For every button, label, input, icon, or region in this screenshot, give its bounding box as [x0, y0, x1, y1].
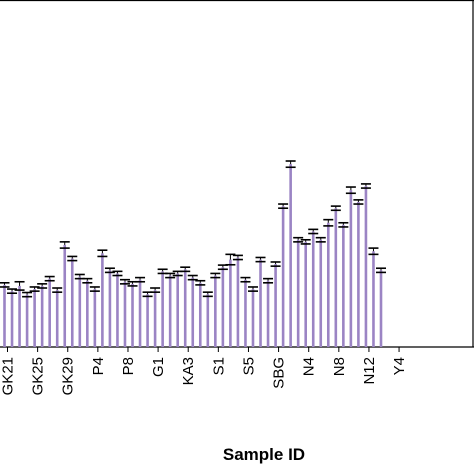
bar [236, 257, 240, 347]
bar [176, 273, 179, 347]
bar [266, 280, 270, 347]
bar [214, 275, 217, 347]
bar [289, 164, 292, 347]
bar [108, 270, 112, 347]
x-tick-labels: GK21 GK25 GK29 P4 P8 G1 KA3 S1 S5 SBG N4 N8 N12 Y4 [0, 347, 408, 395]
error-bars [0, 160, 386, 298]
x-tick-label: GK21 [0, 357, 17, 395]
bar [10, 291, 14, 347]
bar [372, 251, 375, 347]
bar [334, 208, 338, 347]
bar [198, 282, 202, 347]
bar [304, 241, 307, 347]
bar [349, 190, 353, 347]
bar [319, 239, 323, 347]
bar [357, 201, 360, 347]
x-tick-label: Y4 [391, 357, 408, 375]
x-tick-label: S5 [240, 357, 257, 375]
bar [191, 277, 195, 347]
bar [116, 273, 119, 347]
bar [296, 239, 300, 347]
bar [168, 275, 172, 347]
bar [25, 294, 29, 347]
x-tick-label: SBG [271, 357, 288, 389]
bar [40, 285, 44, 347]
x-tick-label: S1 [210, 357, 227, 375]
bar [183, 269, 187, 347]
bar [138, 279, 142, 347]
bar [251, 289, 255, 347]
bar [18, 285, 21, 347]
bar [48, 278, 51, 347]
bar [123, 281, 127, 347]
x-tick-label: N4 [301, 357, 318, 376]
x-tick-label: GK29 [60, 357, 77, 395]
bar [161, 271, 164, 347]
x-tick-label: KA3 [180, 357, 197, 385]
bar [33, 289, 36, 347]
bar [259, 259, 262, 347]
x-tick-label: N12 [361, 357, 378, 385]
bar [63, 244, 67, 347]
bar [55, 290, 59, 347]
bar [311, 231, 315, 347]
bar [78, 276, 82, 347]
bar-series [3, 164, 383, 347]
bar [274, 264, 277, 347]
bar [146, 294, 149, 347]
bar [364, 185, 368, 347]
bar [342, 224, 345, 347]
bar [326, 222, 330, 347]
bar [131, 283, 134, 347]
bar [93, 289, 97, 347]
x-tick-label: G1 [150, 357, 167, 377]
x-tick-label: GK25 [30, 357, 47, 395]
bar [3, 284, 6, 347]
bar [221, 267, 225, 347]
x-tick-label: N8 [331, 357, 348, 376]
x-tick-label: P8 [120, 357, 137, 375]
bar [101, 253, 104, 347]
bar [244, 279, 247, 347]
bar [281, 206, 285, 347]
x-tick-label: P4 [90, 357, 107, 375]
bar [229, 259, 232, 347]
bar [70, 258, 74, 347]
bar [206, 294, 210, 347]
bar [153, 290, 157, 347]
bar [86, 280, 89, 347]
x-axis-title: Sample ID [223, 445, 305, 464]
bar [379, 270, 383, 347]
